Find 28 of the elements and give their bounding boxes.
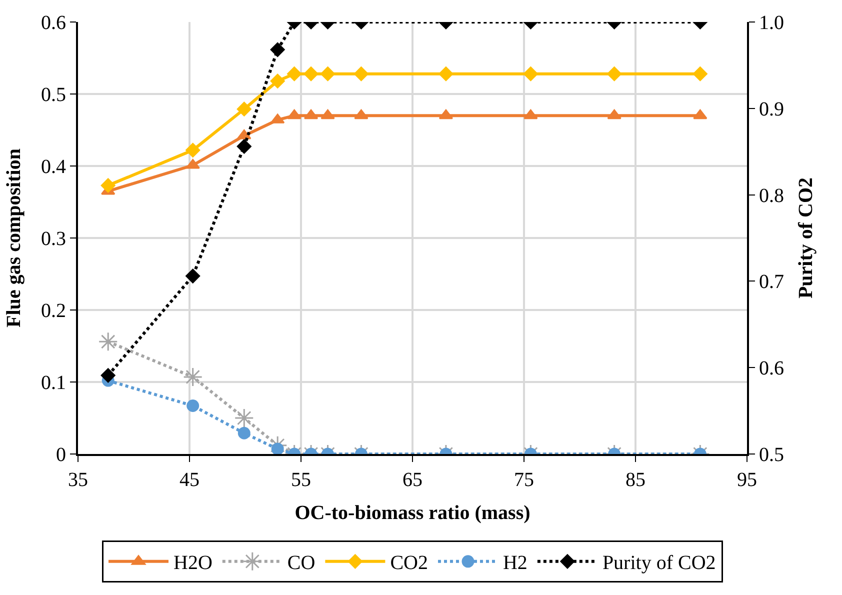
y2-tick-label: 0.5 xyxy=(759,444,784,466)
y-tick-label: 0 xyxy=(56,444,66,466)
y-axis-title: Flue gas composition xyxy=(3,148,25,328)
y2-tick-label: 0.9 xyxy=(759,98,784,120)
legend-label: CO xyxy=(287,552,316,574)
x-tick-label: 95 xyxy=(737,469,757,491)
y-tick-label: 0.6 xyxy=(41,12,66,34)
y2-tick-label: 1.0 xyxy=(759,12,784,34)
y-tick-label: 0.5 xyxy=(41,84,66,106)
y2-axis-title: Purity of CO2 xyxy=(795,177,817,299)
legend-label: H2O xyxy=(174,552,212,574)
legend-label: Purity of CO2 xyxy=(602,552,716,574)
legend-label: CO2 xyxy=(390,552,428,574)
x-tick-label: 55 xyxy=(291,469,311,491)
y2-tick-label: 0.8 xyxy=(759,184,784,207)
y2-tick-label: 0.6 xyxy=(759,358,784,380)
y2-tick-label: 0.7 xyxy=(759,271,784,294)
x-tick-label: 75 xyxy=(514,469,534,491)
y-tick-label: 0.4 xyxy=(41,156,66,178)
x-tick-label: 45 xyxy=(180,469,200,491)
y-tick-label: 0.3 xyxy=(41,228,66,250)
x-tick-label: 65 xyxy=(402,469,422,491)
y-tick-label: 0.2 xyxy=(41,300,66,322)
y-tick-label: 0.1 xyxy=(41,372,66,394)
x-tick-label: 35 xyxy=(68,469,88,491)
x-tick-label: 85 xyxy=(626,469,646,491)
legend-label: H2 xyxy=(502,552,528,574)
x-axis-title: OC-to-biomass ratio (mass) xyxy=(294,502,530,524)
